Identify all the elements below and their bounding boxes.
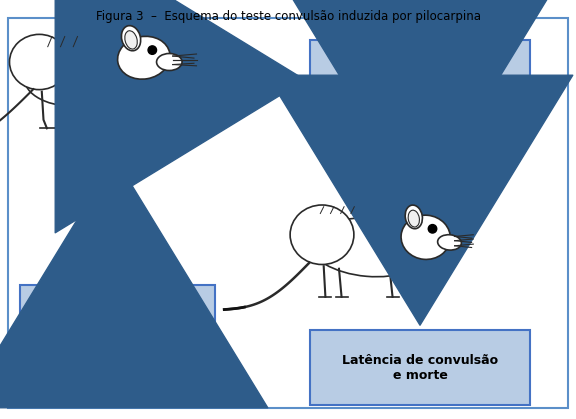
Ellipse shape — [438, 235, 461, 250]
Text: Figura 3  –  Esquema do teste convulsão induzida por pilocarpina: Figura 3 – Esquema do teste convulsão in… — [96, 10, 480, 23]
Ellipse shape — [118, 36, 170, 79]
Ellipse shape — [157, 54, 182, 70]
FancyBboxPatch shape — [20, 285, 215, 375]
Ellipse shape — [122, 26, 141, 51]
Ellipse shape — [290, 205, 354, 264]
Ellipse shape — [309, 218, 428, 277]
Ellipse shape — [125, 31, 137, 49]
FancyBboxPatch shape — [310, 40, 530, 115]
FancyBboxPatch shape — [8, 18, 568, 408]
Text: Pilocarpina
(400 mg/kg i.p): Pilocarpina (400 mg/kg i.p) — [366, 64, 474, 91]
FancyBboxPatch shape — [310, 330, 530, 405]
Text: Sildenafil ( 2,5; 5; 10
ou 20mg/kg i.p), ou
veiculo 0,9%: Sildenafil ( 2,5; 5; 10 ou 20mg/kg i.p),… — [44, 308, 191, 352]
Ellipse shape — [9, 34, 69, 90]
Circle shape — [428, 225, 437, 233]
Ellipse shape — [405, 205, 422, 229]
Ellipse shape — [25, 43, 147, 107]
Text: Latência de convulsão
e morte: Latência de convulsão e morte — [342, 354, 498, 382]
Ellipse shape — [401, 215, 450, 259]
Circle shape — [148, 46, 157, 54]
Ellipse shape — [408, 210, 419, 227]
